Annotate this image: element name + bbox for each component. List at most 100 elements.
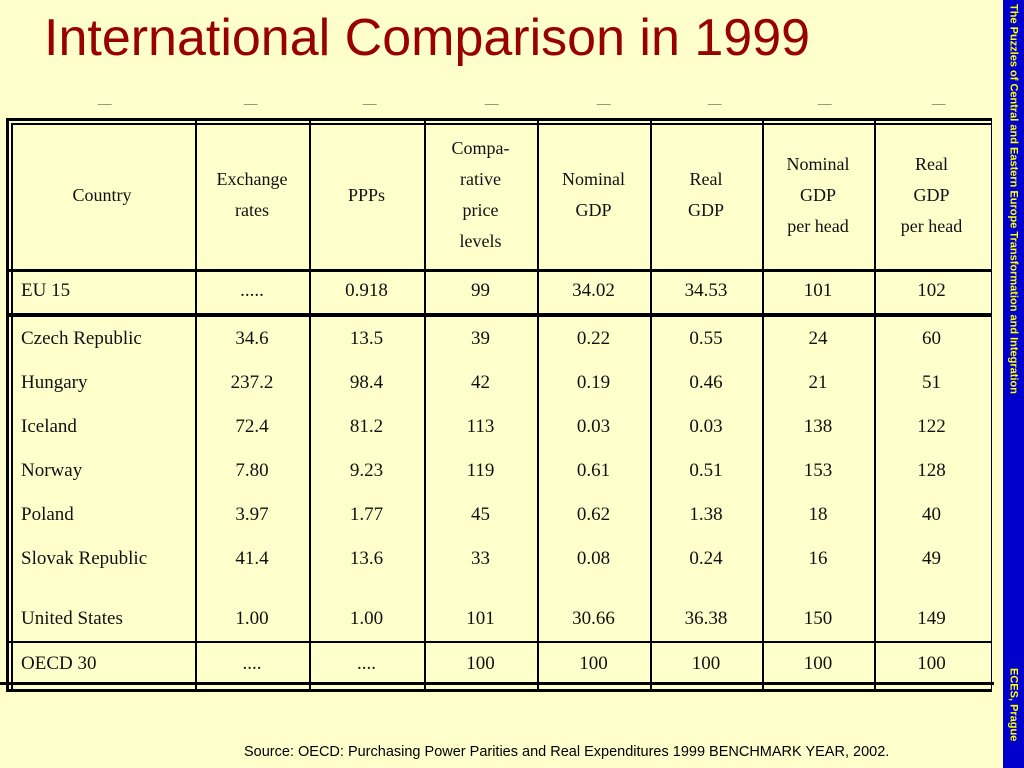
header-tick-mark [813, 104, 833, 111]
table-cell: 153 [803, 460, 833, 481]
table-cell: 100 [803, 653, 833, 674]
table-cell: 34.53 [684, 280, 728, 301]
row-label: United States [21, 608, 123, 629]
table-cell: 113 [466, 416, 495, 437]
column-divider [537, 121, 539, 689]
table-cell: .... [357, 653, 376, 674]
table-cell: 1.77 [349, 504, 384, 525]
row-label: Slovak Republic [21, 548, 148, 569]
table-cell: 3.97 [235, 504, 269, 525]
column-divider [424, 121, 426, 689]
table-cell: 30.66 [572, 608, 615, 629]
table-cell: ..... [240, 280, 264, 301]
column-divider [762, 121, 764, 689]
table-cell: 0.46 [689, 372, 723, 393]
sidebar-band [1003, 0, 1024, 768]
table-cell: 101 [466, 608, 495, 629]
table-cell: 81.2 [349, 416, 384, 437]
table-cell: 101 [803, 280, 833, 301]
table-cell: 40 [922, 504, 941, 525]
table-cell: 1.00 [349, 608, 384, 629]
sidebar-institution: ECES, Prague [1007, 668, 1020, 742]
table-cell: 0.51 [689, 460, 723, 481]
table-cell: 34.6 [235, 328, 269, 349]
table-cell: 0.19 [576, 372, 611, 393]
table-cell: 0.62 [576, 504, 611, 525]
slide-title: International Comparison in 1999 [44, 9, 811, 67]
table-frame: Country Exchange rates PPPs Compa-rative pric… [6, 118, 992, 692]
header-tick-mark [239, 104, 259, 111]
table-cell: 49 [922, 548, 941, 569]
column-header: Country [72, 184, 132, 205]
table-cell: 34.02 [572, 280, 615, 301]
table-cell: 150 [803, 608, 833, 629]
table-cell: 60 [922, 328, 941, 349]
row-label: OECD 30 [21, 653, 97, 674]
table-cell: 1.38 [689, 504, 723, 525]
column-header: Real GDP per head [900, 153, 963, 236]
table-cell: 100 [917, 653, 946, 674]
table-cell: 0.61 [576, 460, 611, 481]
table-cell: 13.6 [349, 548, 384, 569]
comparison-table: Country Exchange rates PPPs Compa-rative pric… [0, 104, 994, 692]
table-cell: 18 [808, 504, 828, 525]
table-cell: 100 [579, 653, 608, 674]
column-divider [874, 121, 876, 689]
row-label: Poland [21, 504, 74, 525]
row-label: Czech Republic [21, 328, 142, 349]
table-cell: 0.08 [576, 548, 611, 569]
group-separator-line [0, 682, 994, 685]
table-cell: 0.22 [576, 328, 611, 349]
table-cell: 0.03 [576, 416, 611, 437]
table-cell: 51 [922, 372, 941, 393]
table-cell: 100 [691, 653, 721, 674]
row-divider [9, 270, 991, 272]
column-header: Exchange rates [216, 169, 288, 220]
source-note: Source: OECD: Purchasing Power Parities … [244, 744, 890, 760]
header-tick-mark [480, 104, 500, 111]
table-cell: 0.03 [689, 416, 723, 437]
column-header: PPPs [347, 184, 386, 205]
header-tick-mark [93, 104, 113, 111]
row-divider [9, 313, 991, 315]
column-header: Real GDP [687, 169, 724, 220]
table-cell: 13.5 [349, 328, 384, 349]
column-divider [309, 121, 311, 689]
table-cell: 9.23 [349, 460, 384, 481]
table-cell: 138 [803, 416, 833, 437]
table-cell: 36.38 [684, 608, 728, 629]
table-cell: 122 [917, 416, 946, 437]
row-label: Hungary [21, 372, 88, 393]
table-cell: 0.918 [345, 280, 388, 301]
table-cell: 7.80 [235, 460, 269, 481]
column-divider [195, 121, 197, 689]
table-cell: 149 [917, 608, 946, 629]
table-cell: 102 [917, 280, 946, 301]
table-cell: 100 [466, 653, 495, 674]
header-tick-mark [927, 104, 947, 111]
column-header: Compa-rative price levels [451, 138, 510, 251]
table-cell: 45 [471, 504, 490, 525]
header-tick-mark [592, 104, 612, 111]
table-cell: 24 [808, 328, 828, 349]
row-label: Norway [21, 460, 83, 481]
row-divider [9, 641, 991, 643]
table-cell: 0.55 [689, 328, 723, 349]
table-cell: 33 [471, 548, 490, 569]
header-tick-mark [703, 104, 723, 111]
table-cell: 41.4 [235, 548, 269, 569]
column-divider [650, 121, 652, 689]
table-cell: 21 [808, 372, 828, 393]
table-cell: 42 [471, 372, 490, 393]
table-cell: 39 [471, 328, 490, 349]
sidebar-course-title: The Puzzles of Central and Eastern Europ… [1007, 4, 1020, 394]
table-cell: 16 [808, 548, 828, 569]
header-tick-mark [358, 104, 378, 111]
row-divider [9, 315, 991, 317]
table-cell: 128 [917, 460, 946, 481]
table-cell: 119 [466, 460, 495, 481]
table-cell: 1.00 [235, 608, 269, 629]
table-cell: 98.4 [349, 372, 384, 393]
table-cell: 237.2 [230, 372, 274, 393]
column-header: Nominal GDP per head [786, 153, 850, 236]
